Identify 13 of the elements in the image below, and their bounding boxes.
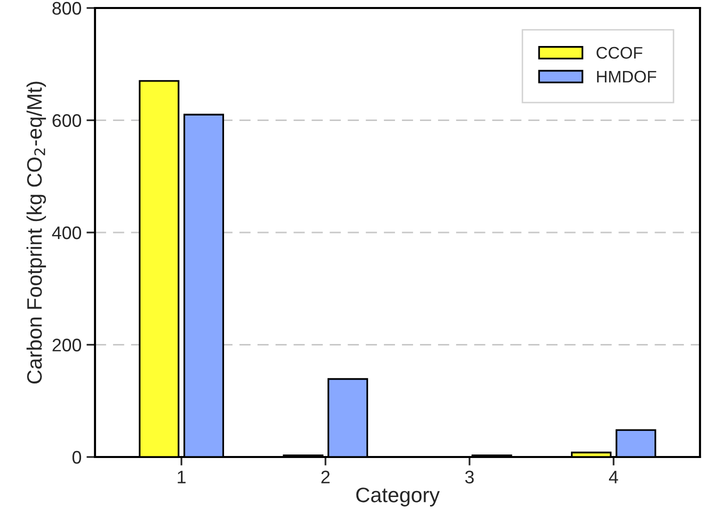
legend-label: HMDOF [597,70,656,83]
y-tick-label: 600 [52,114,82,127]
x-axis-title: Category [356,488,440,506]
y-tick-label: 800 [52,2,82,15]
y-tick-label: 200 [52,338,82,352]
x-tick-label: 4 [608,470,618,484]
y-axis-title: Carbon Footprint (kg CO$_{2}$-eq/Mt) [26,82,46,384]
legend-label: CCOF [596,46,642,59]
y-tick-label: 0 [72,450,82,464]
x-tick-label: 2 [321,470,330,484]
x-tick-label: 1 [178,470,186,484]
x-tick-label: 3 [465,470,474,484]
y-tick-label: 400 [52,226,82,240]
